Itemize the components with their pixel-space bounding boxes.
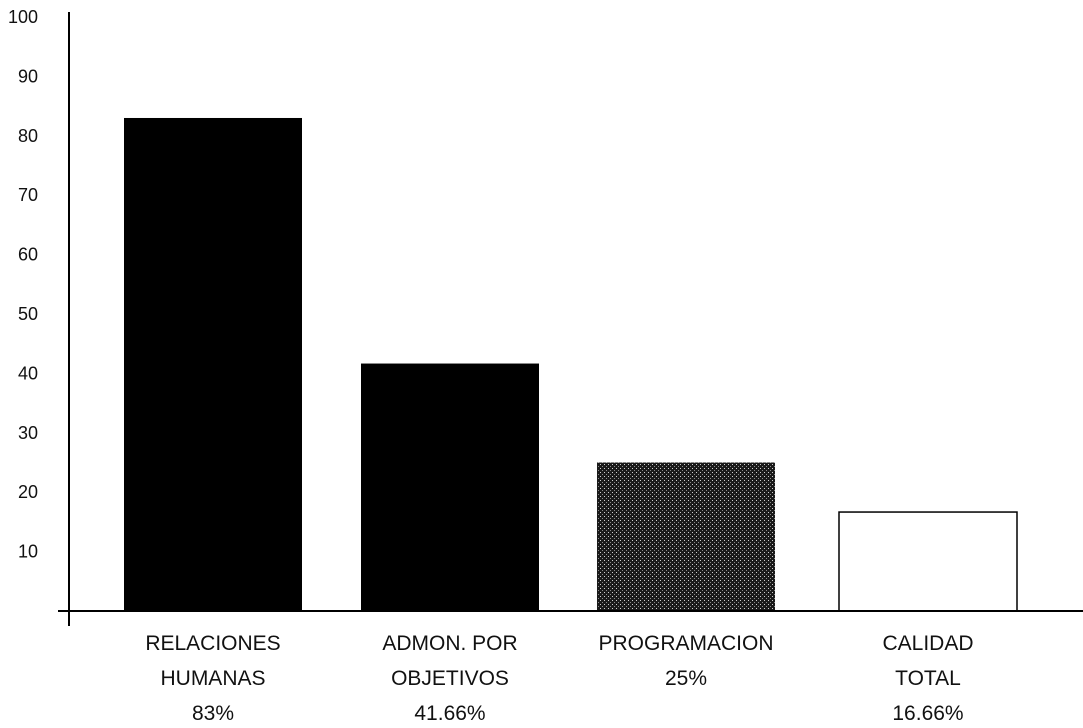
y-tick-label: 20	[18, 482, 38, 502]
bar-4	[838, 511, 1018, 612]
y-tick-label: 10	[18, 542, 38, 562]
category-label: ADMON. POR	[382, 632, 517, 655]
category-label: 16.66%	[892, 702, 963, 725]
category-label: TOTAL	[895, 667, 961, 690]
y-tick-label: 30	[18, 423, 38, 443]
y-tick-label: 60	[18, 245, 38, 265]
category-label: HUMANAS	[160, 667, 265, 690]
category-label: 41.66%	[414, 702, 485, 725]
bar-1	[124, 117, 302, 611]
y-tick-label: 70	[18, 185, 38, 205]
category-label: 83%	[192, 702, 234, 725]
category-label: RELACIONES	[145, 632, 280, 655]
bar-3	[597, 462, 775, 611]
y-tick-label: 90	[18, 66, 38, 86]
y-tick-label: 80	[18, 126, 38, 146]
y-tick-label: 50	[18, 304, 38, 324]
category-label: CALIDAD	[882, 632, 973, 655]
category-label: OBJETIVOS	[391, 667, 509, 690]
bar-2	[361, 363, 539, 611]
category-label: PROGRAMACION	[598, 632, 773, 655]
category-label: 25%	[665, 667, 707, 690]
y-tick-label: 100	[8, 7, 38, 27]
y-tick-label: 40	[18, 363, 38, 383]
